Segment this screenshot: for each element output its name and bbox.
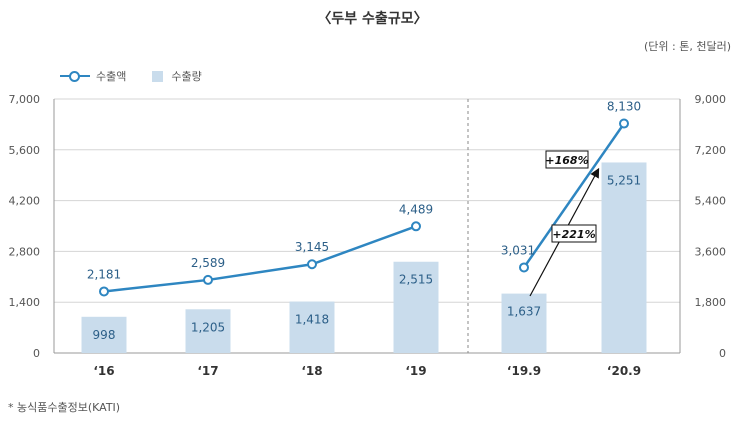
x-tick-label: ‘18: [301, 364, 322, 378]
x-tick-label: ‘19.9: [507, 364, 541, 378]
legend-line-label: 수출액: [96, 70, 127, 83]
line-point: [307, 259, 317, 270]
bar: [601, 162, 647, 353]
y-left-tick-label: 5,600: [9, 144, 41, 157]
y-left-tick-label: 4,200: [9, 195, 41, 208]
annotation-label: +221%: [552, 228, 595, 241]
legend-item-line: 수출액: [60, 68, 126, 84]
unit-label: (단위 : 톤, 천달러): [644, 40, 731, 53]
bar: [501, 293, 547, 353]
line-point: [519, 262, 529, 273]
y-right-tick-label: 3,600: [695, 245, 727, 258]
line-series: [103, 225, 417, 293]
x-tick-label: ‘20.9: [607, 364, 641, 378]
y-right-tick-label: 9,000: [695, 93, 727, 106]
line-value-label: 8,130: [607, 100, 641, 114]
line-value-label: 3,145: [295, 240, 329, 254]
bar: [185, 309, 231, 353]
y-left-tick-label: 7,000: [9, 93, 41, 106]
legend: 수출액 수출량: [60, 68, 228, 84]
y-left-tick-label: 1,400: [9, 296, 41, 309]
legend-bar-label: 수출량: [171, 70, 202, 83]
line-point: [619, 118, 629, 129]
bar-value-label: 1,637: [507, 305, 541, 319]
y-right-tick-label: 1,800: [695, 296, 727, 309]
x-tick-label: ‘16: [93, 364, 114, 378]
line-point: [99, 286, 109, 297]
bar-value-label: 2,515: [399, 273, 433, 287]
line-point: [203, 274, 213, 285]
x-tick-label: ‘19: [405, 364, 426, 378]
y-right-tick-label: 0: [719, 347, 726, 360]
line-series: [522, 122, 626, 269]
chart-title: 〈두부 수출규모〉: [317, 11, 428, 27]
y-right-tick-label: 7,200: [695, 144, 727, 157]
legend-bar-swatch-icon: [152, 70, 164, 82]
legend-line-marker-icon: [60, 71, 90, 82]
annotation-box: [551, 224, 597, 243]
bar-value-label: 1,418: [295, 313, 329, 327]
bar-value-label: 998: [93, 328, 116, 342]
y-left-tick-label: 0: [33, 347, 40, 360]
bar: [289, 301, 335, 353]
line-value-label: 4,489: [399, 202, 433, 216]
bar: [393, 261, 439, 353]
bar-value-label: 5,251: [607, 173, 641, 187]
y-left-tick-label: 2,800: [9, 245, 41, 258]
line-value-label: 2,181: [87, 267, 121, 281]
line-point: [411, 221, 421, 232]
y-right-tick-label: 5,400: [695, 195, 727, 208]
annotation-box: [545, 150, 589, 169]
x-tick-label: ‘17: [197, 364, 218, 378]
line-value-label: 3,031: [501, 243, 535, 257]
source-note: * 농식품수출정보(KATI): [8, 401, 121, 414]
legend-item-bar: 수출량: [152, 68, 202, 84]
bar-value-label: 1,205: [191, 320, 225, 334]
bar: [81, 316, 127, 353]
line-value-label: 2,589: [191, 256, 225, 270]
annotation-label: +168%: [545, 154, 588, 167]
